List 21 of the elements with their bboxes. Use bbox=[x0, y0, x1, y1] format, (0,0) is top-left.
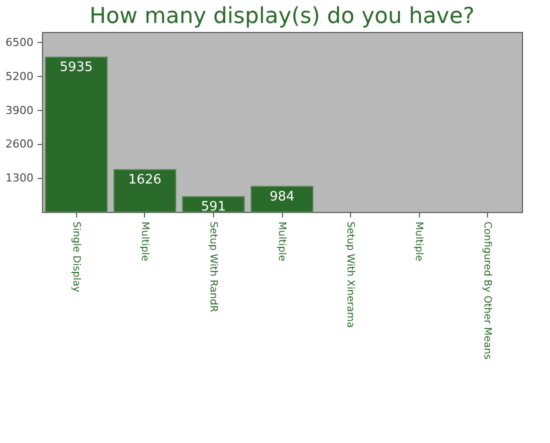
x-tick-label: Setup With RandR bbox=[207, 222, 218, 312]
data-label: 591 bbox=[201, 200, 226, 215]
bar bbox=[44, 56, 108, 212]
x-tick-label: Multiple bbox=[413, 222, 424, 262]
x-tick-label: Single Display bbox=[70, 222, 82, 292]
bar bbox=[250, 186, 314, 212]
x-tick-label: Multiple bbox=[276, 222, 287, 262]
y-tick-label: 5200 bbox=[6, 70, 34, 83]
y-tick-label: 1300 bbox=[6, 172, 34, 185]
y-tick-label: 6500 bbox=[6, 36, 34, 49]
x-tick-label: Configured By Other Means bbox=[482, 222, 493, 360]
data-label: 984 bbox=[270, 189, 294, 204]
y-tick-label: 2600 bbox=[6, 138, 34, 151]
bar bbox=[182, 196, 245, 212]
x-tick-label: Multiple bbox=[138, 222, 150, 262]
chart-title: How many display(s) do you have? bbox=[89, 4, 475, 29]
data-label: 1626 bbox=[128, 172, 162, 188]
y-tick-label: 3900 bbox=[6, 104, 34, 117]
x-tick-label: Setup With Xinerama bbox=[344, 222, 356, 328]
bar bbox=[114, 169, 176, 212]
data-label: 5935 bbox=[60, 60, 93, 76]
